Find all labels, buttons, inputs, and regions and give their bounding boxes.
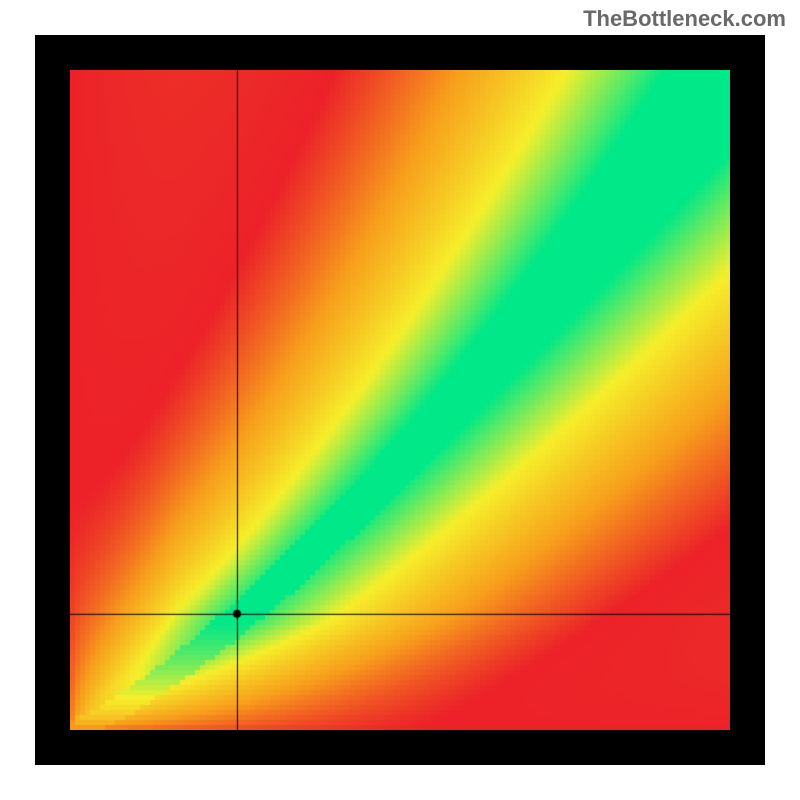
heatmap-plot-area	[70, 70, 730, 730]
watermark-text: TheBottleneck.com	[583, 6, 786, 32]
chart-frame	[35, 35, 765, 765]
heatmap-canvas	[70, 70, 730, 730]
